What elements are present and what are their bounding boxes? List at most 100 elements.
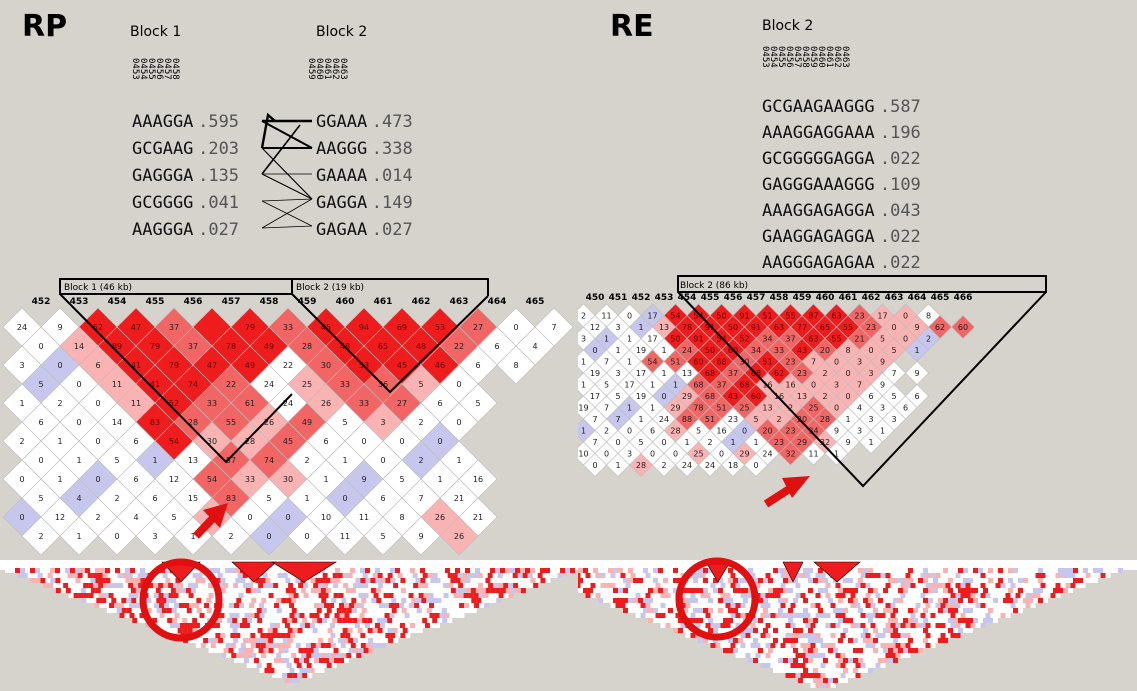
region-ld-cell (718, 628, 723, 633)
region-ld-cell (290, 633, 296, 638)
region-ld-cell (780, 663, 786, 668)
region-ld-cell (598, 568, 603, 573)
ld-value-label: 25 (739, 404, 749, 413)
region-ld-cell (665, 583, 671, 588)
region-ld-cell (858, 598, 863, 603)
region-ld-cell (408, 583, 414, 588)
region-ld-cell (289, 678, 295, 683)
region-ld-cell (398, 593, 404, 598)
region-ld-cell (760, 653, 766, 658)
region-ld-cell (468, 593, 474, 598)
region-ld-cell (397, 573, 403, 578)
ld-value-label: 18 (728, 461, 738, 470)
region-ld-cell (753, 618, 758, 623)
region-ld-cell (665, 623, 671, 628)
region-ld-cell (156, 608, 162, 613)
haplotype-sequence: GCGAAG (132, 139, 193, 159)
region-ld-cell (327, 573, 333, 578)
region-ld-cell (1025, 593, 1031, 598)
region-ld-cell (865, 603, 871, 608)
region-ld-cell (264, 613, 270, 618)
region-ld-cell (293, 638, 299, 643)
haplotype-sequence: GAGGGA (132, 166, 193, 186)
ld-value-label: 9 (834, 427, 839, 436)
region-ld-cell (283, 638, 289, 643)
region-ld-cell (359, 613, 365, 618)
region-ld-cell (533, 583, 539, 588)
region-ld-cell (358, 593, 364, 598)
region-ld-cell (390, 568, 395, 573)
region-ld-cell (1050, 573, 1056, 578)
region-ld-cell (203, 638, 209, 643)
region-ld-cell (718, 578, 723, 583)
region-ld-cell (363, 638, 369, 643)
region-ld-cell (965, 613, 971, 618)
region-ld-cell (603, 588, 608, 593)
region-ld-cell (723, 638, 728, 643)
re-block-outlines (677, 275, 1047, 488)
region-ld-cell (145, 588, 151, 593)
region-ld-cell (151, 598, 157, 603)
region-ld-cell (910, 593, 916, 598)
region-ld-cell (960, 603, 966, 608)
ld-value-label: 4 (857, 404, 862, 413)
region-ld-cell (220, 643, 226, 648)
region-ld-cell (858, 628, 863, 633)
region-ld-cell (218, 648, 224, 653)
region-ld-cell (350, 588, 356, 593)
region-ld-cell (778, 638, 783, 643)
region-ld-cell (315, 578, 321, 583)
region-ld-cell (848, 578, 853, 583)
region-ld-cell (314, 603, 320, 608)
region-ld-cell (378, 583, 384, 588)
region-ld-cell (205, 633, 211, 638)
region-ld-cell (493, 593, 499, 598)
region-ld-cell (128, 593, 134, 598)
ld-value-label: 5 (615, 392, 620, 401)
re-region-ld-plot (578, 560, 1137, 688)
ld-value-label: 12 (590, 323, 600, 332)
region-ld-cell (173, 593, 179, 598)
region-ld-cell (695, 613, 701, 618)
ld-value-label: 2 (57, 399, 62, 408)
region-ld-cell (653, 568, 658, 573)
region-ld-cell (843, 628, 848, 633)
region-ld-cell (813, 598, 818, 603)
region-ld-cell (410, 568, 415, 573)
region-ld-cell (383, 583, 389, 588)
region-ld-cell (161, 598, 167, 603)
region-ld-cell (371, 598, 377, 603)
region-ld-cell (390, 588, 396, 593)
region-ld-cell (880, 573, 886, 578)
region-ld-cell (820, 663, 826, 668)
region-ld-cell (808, 568, 813, 573)
region-ld-cell (1010, 573, 1016, 578)
region-ld-cell (253, 593, 259, 598)
region-ld-cell (119, 613, 125, 618)
region-ld-cell (938, 608, 943, 613)
region-ld-cell (50, 578, 56, 583)
region-ld-cell (1035, 593, 1041, 598)
region-ld-cell (948, 588, 953, 593)
region-ld-cell (798, 588, 803, 593)
region-ld-cell (283, 648, 289, 653)
region-ld-cell (232, 573, 238, 578)
region-ld-cell (570, 568, 575, 573)
region-ld-cell (903, 598, 908, 603)
region-ld-cell (863, 618, 868, 623)
region-ld-cell (925, 613, 931, 618)
region-ld-cell (960, 573, 966, 578)
region-ld-cell (778, 608, 783, 613)
region-ld-cell (978, 568, 983, 573)
rp-haplotype-connectors (260, 112, 313, 229)
region-ld-cell (313, 648, 319, 653)
region-ld-cell (703, 588, 708, 593)
ld-value-label: 14 (74, 342, 84, 351)
region-ld-cell (623, 588, 628, 593)
region-ld-cell (860, 583, 866, 588)
region-ld-cell (260, 588, 266, 593)
region-ld-cell (413, 593, 419, 598)
region-ld-cell (648, 588, 653, 593)
region-ld-cell (265, 633, 271, 638)
region-ld-cell (968, 588, 973, 593)
